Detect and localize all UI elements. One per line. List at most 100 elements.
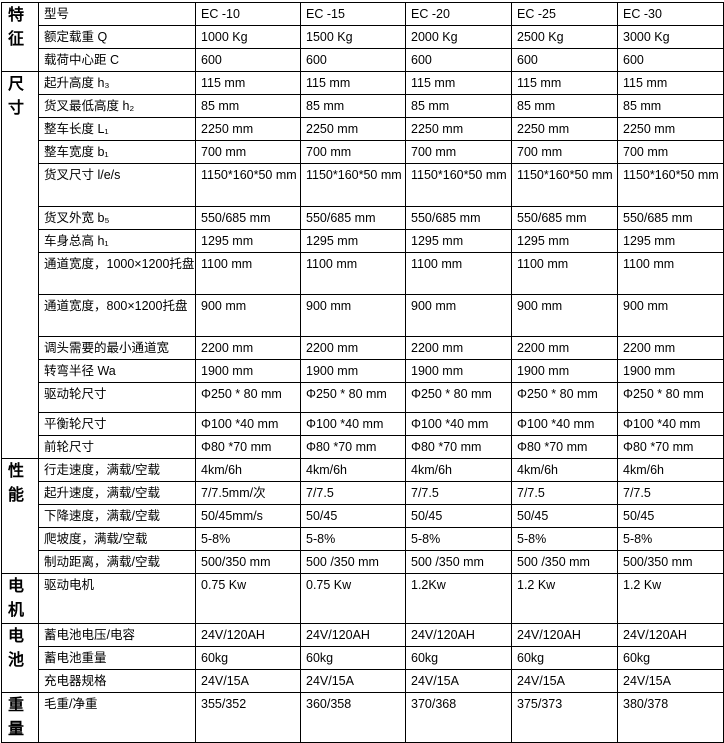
spec-value: 60kg xyxy=(511,646,618,670)
table-row: 平衡轮尺寸 Φ100 *40 mm Φ100 *40 mm Φ100 *40 mm Φ1… xyxy=(2,412,724,436)
spec-value: 550/685 mm xyxy=(511,206,618,230)
spec-value: 5-8% xyxy=(617,527,724,551)
spec-label: 充电器规格 xyxy=(38,669,196,693)
spec-value: Φ250 * 80 mm xyxy=(511,382,618,413)
spec-value: EC -15 xyxy=(300,2,406,26)
spec-label: 蓄电池电压/电容 xyxy=(38,623,196,647)
spec-value: 50/45 xyxy=(300,504,406,528)
spec-value: 700 mm xyxy=(511,140,618,164)
table-row: 货叉尺寸 l/e/s 1150*160*50 mm 1150*160*50 mm 11… xyxy=(2,163,724,207)
spec-value: 1900 mm xyxy=(405,359,512,383)
spec-value: 1295 mm xyxy=(511,229,618,253)
spec-value: 60kg xyxy=(300,646,406,670)
spec-value: 1100 mm xyxy=(195,252,301,295)
spec-value: 60kg xyxy=(617,646,724,670)
spec-value: 85 mm xyxy=(195,94,301,118)
spec-value: 7/7.5 xyxy=(300,481,406,505)
spec-label: 毛重/净重 xyxy=(38,692,196,743)
table-row: 通道宽度，800×1200托盘 900 mm 900 mm 900 mm 900 mm 9… xyxy=(2,294,724,337)
spec-value: 2200 mm xyxy=(511,336,618,360)
table-row: 尺寸 起升高度 h₃ 115 mm 115 mm 115 mm 115 mm 115 mm xyxy=(1,71,724,459)
spec-value: 1.2 Kw xyxy=(511,573,618,624)
table-row: 车身总高 h₁ 1295 mm 1295 mm 1295 mm 1295 mm 1295 … xyxy=(2,229,724,253)
spec-value: 600 xyxy=(300,48,406,72)
spec-value: 900 mm xyxy=(195,294,301,337)
spec-value: 24V/15A xyxy=(405,669,512,693)
spec-value: Φ80 *70 mm xyxy=(511,435,618,459)
spec-label: 蓄电池重量 xyxy=(38,646,196,670)
table-row: 爬坡度，满载/空载 5-8% 5-8% 5-8% 5-8% 5-8% xyxy=(2,527,724,551)
table-row: 制动距离，满载/空载 500/350 mm 500 /350 mm 500 /350 … xyxy=(2,550,724,574)
spec-value: 900 mm xyxy=(511,294,618,337)
spec-value: Φ250 * 80 mm xyxy=(300,382,406,413)
spec-value: 1100 mm xyxy=(617,252,724,295)
spec-value: 2250 mm xyxy=(617,117,724,141)
spec-value: 360/358 xyxy=(300,692,406,743)
spec-value: 115 mm xyxy=(511,71,618,95)
spec-value: 600 xyxy=(405,48,512,72)
spec-value: 600 xyxy=(617,48,724,72)
group-title: 特征 xyxy=(1,2,39,72)
spec-label: 驱动轮尺寸 xyxy=(38,382,196,413)
spec-value: 60kg xyxy=(405,646,512,670)
table-row: 重量 毛重/净重 355/352 360/358 370/368 375/373 380/3… xyxy=(1,692,724,743)
group-title: 电机 xyxy=(1,573,39,624)
spec-value: 700 mm xyxy=(405,140,512,164)
spec-value: 7/7.5 xyxy=(405,481,512,505)
group-title: 电池 xyxy=(1,623,39,693)
spec-value: 4km/6h xyxy=(511,458,618,482)
spec-label: 通道宽度，1000×1200托盘 xyxy=(38,252,196,295)
table-row: 前轮尺寸 Φ80 *70 mm Φ80 *70 mm Φ80 *70 mm Φ80 *7… xyxy=(2,435,724,459)
spec-value: 24V/120AH xyxy=(300,623,406,647)
spec-value: Φ100 *40 mm xyxy=(195,412,301,436)
spec-value: 7/7.5 xyxy=(511,481,618,505)
spec-value: 1100 mm xyxy=(511,252,618,295)
spec-label: 额定载重 Q xyxy=(38,25,196,49)
spec-value: 550/685 mm xyxy=(195,206,301,230)
table-row: 整车宽度 b₁ 700 mm 700 mm 700 mm 700 mm 700 mm xyxy=(2,140,724,164)
spec-value: 900 mm xyxy=(617,294,724,337)
spec-value: EC -10 xyxy=(195,2,301,26)
spec-value: 2250 mm xyxy=(405,117,512,141)
spec-value: 1295 mm xyxy=(617,229,724,253)
spec-value: 24V/120AH xyxy=(511,623,618,647)
spec-value: 4km/6h xyxy=(617,458,724,482)
table-row: 货叉最低高度 h₂ 85 mm 85 mm 85 mm 85 mm 85 mm xyxy=(2,94,724,118)
table-row: 货叉外宽 b₅ 550/685 mm 550/685 mm 550/685 mm 550… xyxy=(2,206,724,230)
spec-value: 550/685 mm xyxy=(617,206,724,230)
spec-label: 货叉外宽 b₅ xyxy=(38,206,196,230)
spec-value: 1900 mm xyxy=(511,359,618,383)
spec-value: 2250 mm xyxy=(195,117,301,141)
spec-value: 2000 Kg xyxy=(405,25,512,49)
spec-value: 900 mm xyxy=(300,294,406,337)
spec-value: 1150*160*50 mm xyxy=(405,163,512,207)
spec-value: 2200 mm xyxy=(405,336,512,360)
spec-value: 1900 mm xyxy=(300,359,406,383)
spec-label: 调头需要的最小通道宽 xyxy=(38,336,196,360)
spec-value: Φ80 *70 mm xyxy=(617,435,724,459)
table-row: 蓄电池重量 60kg 60kg 60kg 60kg 60kg xyxy=(2,646,724,670)
spec-value: 115 mm xyxy=(617,71,724,95)
spec-value: 380/378 xyxy=(617,692,724,743)
spec-value: 85 mm xyxy=(617,94,724,118)
spec-value: Φ250 * 80 mm xyxy=(195,382,301,413)
table-row: 充电器规格 24V/15A 24V/15A 24V/15A 24V/15A 24V/15A xyxy=(2,669,724,693)
table-row: 驱动轮尺寸 Φ250 * 80 mm Φ250 * 80 mm Φ250 * 80 m… xyxy=(2,382,724,413)
spec-value: 0.75 Kw xyxy=(195,573,301,624)
spec-label: 制动距离，满载/空载 xyxy=(38,550,196,574)
spec-label: 通道宽度，800×1200托盘 xyxy=(38,294,196,337)
spec-value: 1295 mm xyxy=(405,229,512,253)
spec-value: 2250 mm xyxy=(511,117,618,141)
spec-value: 5-8% xyxy=(300,527,406,551)
spec-value: 500/350 mm xyxy=(195,550,301,574)
spec-label: 起升速度，满载/空载 xyxy=(38,481,196,505)
spec-value: 115 mm xyxy=(195,71,301,95)
spec-value: 550/685 mm xyxy=(300,206,406,230)
spec-label: 载荷中心距 C xyxy=(38,48,196,72)
spec-value: 500/350 mm xyxy=(617,550,724,574)
spec-label: 平衡轮尺寸 xyxy=(38,412,196,436)
spec-value: 24V/15A xyxy=(617,669,724,693)
spec-value: 1000 Kg xyxy=(195,25,301,49)
group-title: 尺寸 xyxy=(1,71,39,459)
